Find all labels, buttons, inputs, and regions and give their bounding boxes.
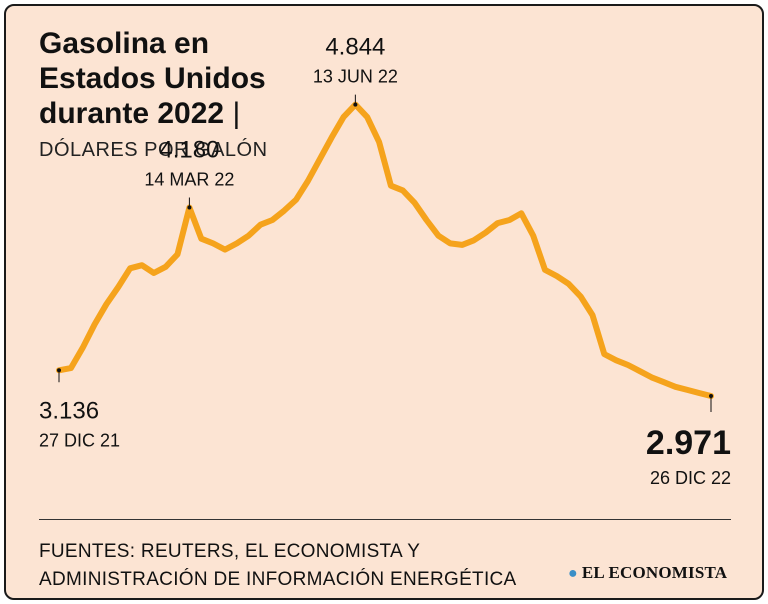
annotation-marker-2 — [353, 102, 358, 107]
annotation-marker-1 — [187, 205, 192, 210]
title-line-2: Estados Unidos — [39, 62, 266, 95]
annotation-date-0: 27 DIC 21 — [39, 430, 120, 450]
series-line — [56, 101, 714, 399]
annotation-value-2: 4.844 — [325, 34, 385, 61]
annotation-date-1: 14 MAR 22 — [144, 170, 234, 190]
sources-line-2: ADMINISTRACIÓN DE INFORMACIÓN ENERGÉTICA — [39, 569, 517, 590]
title-year-text: durante 2022 — [39, 97, 225, 130]
title-line-1: Gasolina en — [39, 27, 210, 60]
annotation-value-3: 2.971 — [646, 424, 731, 462]
logo-drop-icon: ● — [568, 565, 578, 582]
logo-text: EL ECONOMISTA — [581, 563, 728, 582]
annotation-date-2: 13 JUN 22 — [313, 67, 398, 87]
annotation-marker-3 — [709, 394, 713, 398]
sources-line-1: FUENTES: REUTERS, EL ECONOMISTA Y — [39, 541, 421, 562]
chart-title: Gasolina en Estados Unidos durante 2022 … — [39, 26, 299, 131]
sources-text: FUENTES: REUTERS, EL ECONOMISTA Y ADMINI… — [39, 538, 517, 594]
annotation-date-3: 26 DIC 22 — [650, 468, 731, 488]
annotation-value-1: 4.180 — [159, 137, 219, 164]
chart-subtitle: DÓLARES POR GALÓN — [39, 139, 268, 161]
title-line-3: durante 2022 | — [39, 96, 299, 131]
brand-logo: ● EL ECONOMISTA — [568, 563, 727, 583]
chart-card: Gasolina en Estados Unidos durante 2022 … — [4, 4, 764, 600]
title-separator: | — [232, 97, 241, 130]
annotations-layer: 3.136 27 DIC 21 4.180 14 MAR 22 4.844 13 JUN … — [39, 34, 731, 488]
line-chart: 3.136 27 DIC 21 4.180 14 MAR 22 4.844 13 JUN … — [39, 34, 731, 488]
annotation-marker-0 — [57, 368, 61, 373]
annotation-value-0: 3.136 — [39, 397, 99, 424]
footer-divider — [39, 519, 731, 520]
